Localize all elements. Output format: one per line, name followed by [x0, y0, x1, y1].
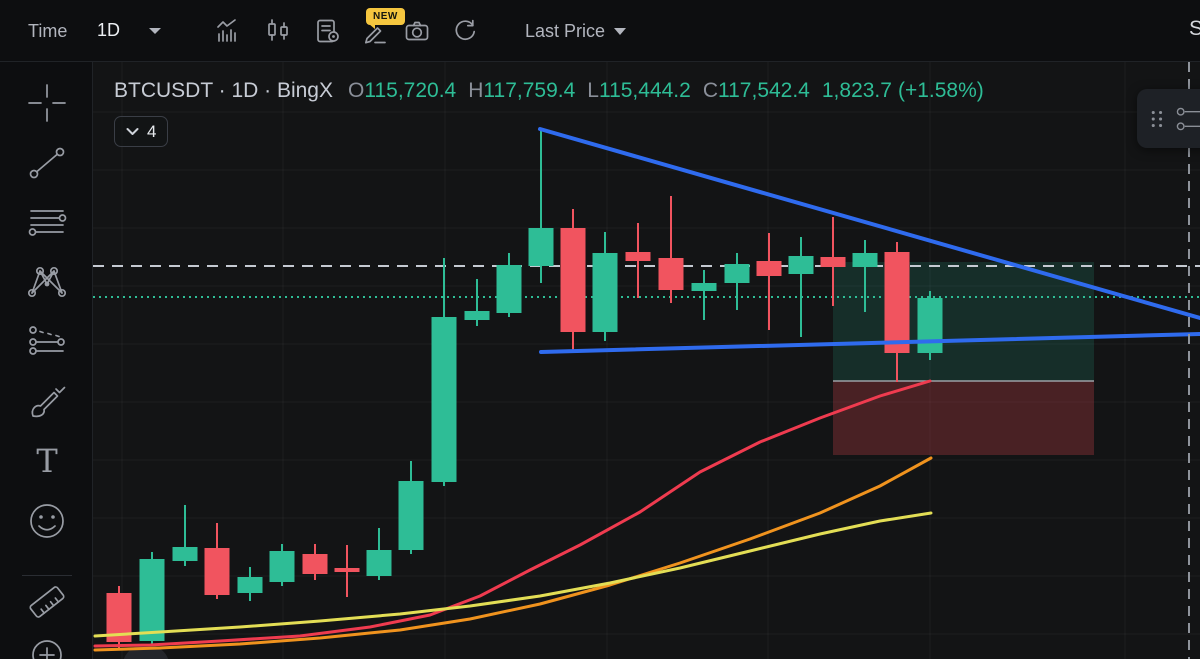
time-menu[interactable]: Time — [28, 21, 68, 41]
indicators-button[interactable] — [211, 14, 245, 48]
chevron-down-icon[interactable] — [149, 28, 161, 34]
draw-button[interactable] — [358, 14, 392, 48]
brush-icon — [31, 386, 66, 418]
projection-icon — [29, 326, 65, 355]
projection-tool[interactable] — [24, 317, 70, 363]
high-value: H117,759.4 — [468, 79, 576, 102]
top-toolbar: Time 1D — [0, 0, 1200, 62]
object-tree-icon — [1176, 107, 1200, 130]
chart-type-button[interactable] — [261, 14, 295, 48]
close-value: C117,542.4 — [702, 79, 810, 102]
brush-tool[interactable] — [24, 379, 70, 425]
camera-icon — [405, 21, 429, 41]
crosshair-tool[interactable] — [24, 80, 70, 126]
fib-retracement-tool[interactable] — [24, 199, 70, 245]
text-tool[interactable]: T — [24, 438, 70, 484]
triangle-down-icon — [614, 28, 627, 35]
svg-text:T: T — [36, 442, 58, 480]
drawing-widget-panel[interactable] — [1137, 89, 1200, 148]
interval-button[interactable]: 1D — [97, 20, 121, 40]
xabcd-pattern-icon — [27, 266, 67, 298]
drawing-toolbar: T — [0, 62, 93, 659]
screenshot-button[interactable] — [400, 14, 434, 48]
refresh-icon — [455, 19, 476, 41]
crosshair-icon — [28, 84, 66, 122]
chart-area: BTCUSDT · 1D · BingX O115,720.4 H117,759… — [93, 62, 1200, 659]
low-value: L115,444.2 — [587, 79, 691, 102]
toolbar-divider — [22, 575, 72, 576]
candlestick-type-icon — [268, 19, 288, 41]
zoom-in-icon — [32, 640, 62, 659]
new-badge: NEW — [366, 8, 405, 29]
zoom-tool[interactable] — [24, 632, 70, 659]
open-value: O115,720.4 — [348, 79, 457, 102]
fib-retracement-icon — [28, 210, 67, 236]
refresh-button[interactable] — [448, 14, 482, 48]
last-price-label: Last Price — [525, 21, 606, 41]
indicators-icon — [217, 19, 236, 42]
draw-icon — [364, 27, 386, 44]
emoji-icon — [30, 504, 64, 538]
xabcd-pattern-tool[interactable] — [24, 259, 70, 305]
symbol-title[interactable]: BTCUSDT · 1D · BingX — [114, 79, 333, 102]
text-tool-icon: T — [36, 442, 58, 480]
trend-line-tool[interactable] — [24, 140, 70, 186]
last-price-dropdown[interactable]: Last Price — [525, 21, 627, 42]
ruler-icon — [29, 586, 65, 618]
emoji-tool[interactable] — [24, 498, 70, 544]
trend-line-icon — [29, 147, 65, 179]
symbol-legend: BTCUSDT · 1D · BingX O115,720.4 H117,759… — [114, 79, 990, 103]
chevron-down-icon — [126, 128, 139, 135]
template-icon — [317, 19, 339, 43]
change-value: 1,823.7 (+1.58%) — [821, 79, 984, 102]
cut-off-label[interactable]: S — [1189, 17, 1200, 40]
price-chart[interactable] — [93, 62, 1200, 659]
indicators-collapse-button[interactable]: 4 — [114, 116, 169, 147]
ruler-tool[interactable] — [24, 579, 70, 625]
template-button[interactable] — [311, 14, 345, 48]
indicator-count: 4 — [147, 121, 157, 141]
drag-handle-icon — [1151, 110, 1163, 127]
